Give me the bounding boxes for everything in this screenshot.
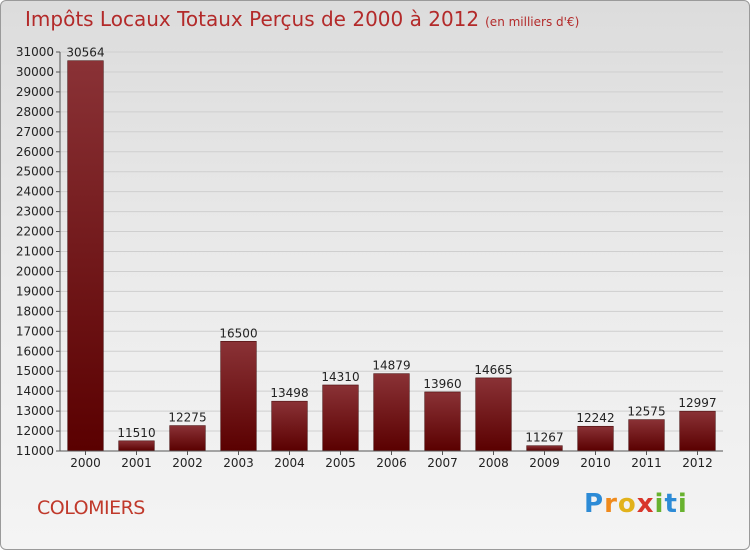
y-tick-label: 30000 xyxy=(16,65,54,79)
value-label-2012: 12997 xyxy=(678,396,716,410)
logo-letter: t xyxy=(664,489,678,519)
bar-2010 xyxy=(577,425,614,452)
y-tick-label: 16000 xyxy=(16,344,54,358)
logo-letter: i xyxy=(654,489,665,519)
bar-2001 xyxy=(118,440,155,452)
value-label-2008: 14665 xyxy=(474,363,512,377)
x-tick-label-2012: 2012 xyxy=(682,456,713,470)
chart-unit-label: (en milliers d'€) xyxy=(485,15,580,29)
bar-2006 xyxy=(373,373,410,452)
chart-title: Impôts Locaux Totaux Perçus de 2000 à 20… xyxy=(25,7,579,31)
logo-letter: P xyxy=(584,489,605,519)
y-tick-label: 12000 xyxy=(16,424,54,438)
proxiti-logo: Proxiti xyxy=(584,489,688,519)
x-tick-label-2006: 2006 xyxy=(376,456,407,470)
bar-2012 xyxy=(679,410,716,452)
y-tick-label: 22000 xyxy=(16,225,54,239)
x-tick-label-2001: 2001 xyxy=(121,456,152,470)
value-label-2010: 12242 xyxy=(576,411,614,425)
y-tick-label: 24000 xyxy=(16,185,54,199)
x-tick-label-2002: 2002 xyxy=(172,456,203,470)
y-tick-label: 15000 xyxy=(16,364,54,378)
value-label-2005: 14310 xyxy=(321,370,359,384)
x-tick-label-2008: 2008 xyxy=(478,456,509,470)
value-label-2003: 16500 xyxy=(219,326,257,340)
y-tick-label: 25000 xyxy=(16,165,54,179)
value-label-2006: 14879 xyxy=(372,359,410,373)
x-tick-label-2004: 2004 xyxy=(274,456,305,470)
value-label-2002: 12275 xyxy=(168,411,206,425)
bar-2009 xyxy=(526,445,563,452)
value-label-2004: 13498 xyxy=(270,386,308,400)
y-tick-label: 31000 xyxy=(16,45,54,59)
logo-letter: r xyxy=(604,489,618,519)
x-tick-label-2005: 2005 xyxy=(325,456,356,470)
city-name: COLOMIERS xyxy=(37,497,145,519)
value-label-2001: 11510 xyxy=(117,426,155,440)
y-tick-label: 17000 xyxy=(16,324,54,338)
chart-title-text: Impôts Locaux Totaux Perçus de 2000 à 20… xyxy=(25,7,480,31)
value-label-2009: 11267 xyxy=(525,431,563,445)
y-tick-label: 27000 xyxy=(16,125,54,139)
x-tick-label-2003: 2003 xyxy=(223,456,254,470)
y-tick-label: 13000 xyxy=(16,404,54,418)
y-tick-label: 21000 xyxy=(16,245,54,259)
x-tick-label-2010: 2010 xyxy=(580,456,611,470)
y-tick-label: 26000 xyxy=(16,145,54,159)
value-label-2011: 12575 xyxy=(627,405,665,419)
bar-2000 xyxy=(67,60,104,452)
y-tick-label: 29000 xyxy=(16,85,54,99)
x-tick-label-2009: 2009 xyxy=(529,456,560,470)
bar-2007 xyxy=(424,391,461,452)
y-tick-label: 28000 xyxy=(16,105,54,119)
y-tick-label: 11000 xyxy=(16,444,54,458)
value-label-2007: 13960 xyxy=(423,377,461,391)
bar-2008 xyxy=(475,377,512,452)
bar-2005 xyxy=(322,384,359,452)
bar-2003 xyxy=(220,341,257,452)
logo-letter: o xyxy=(617,489,637,519)
x-tick-label-2011: 2011 xyxy=(631,456,662,470)
y-tick-label: 23000 xyxy=(16,205,54,219)
bar-2002 xyxy=(169,425,206,452)
y-tick-label: 14000 xyxy=(16,384,54,398)
value-label-2000: 30564 xyxy=(66,46,104,60)
y-tick-label: 20000 xyxy=(16,264,54,278)
bar-2004 xyxy=(271,400,308,452)
y-tick-label: 19000 xyxy=(16,284,54,298)
logo-letter: i xyxy=(677,489,688,519)
x-tick-label-2000: 2000 xyxy=(70,456,101,470)
bar-2011 xyxy=(628,419,665,452)
x-tick-label-2007: 2007 xyxy=(427,456,458,470)
y-tick-label: 18000 xyxy=(16,304,54,318)
logo-letter: x xyxy=(636,489,655,519)
